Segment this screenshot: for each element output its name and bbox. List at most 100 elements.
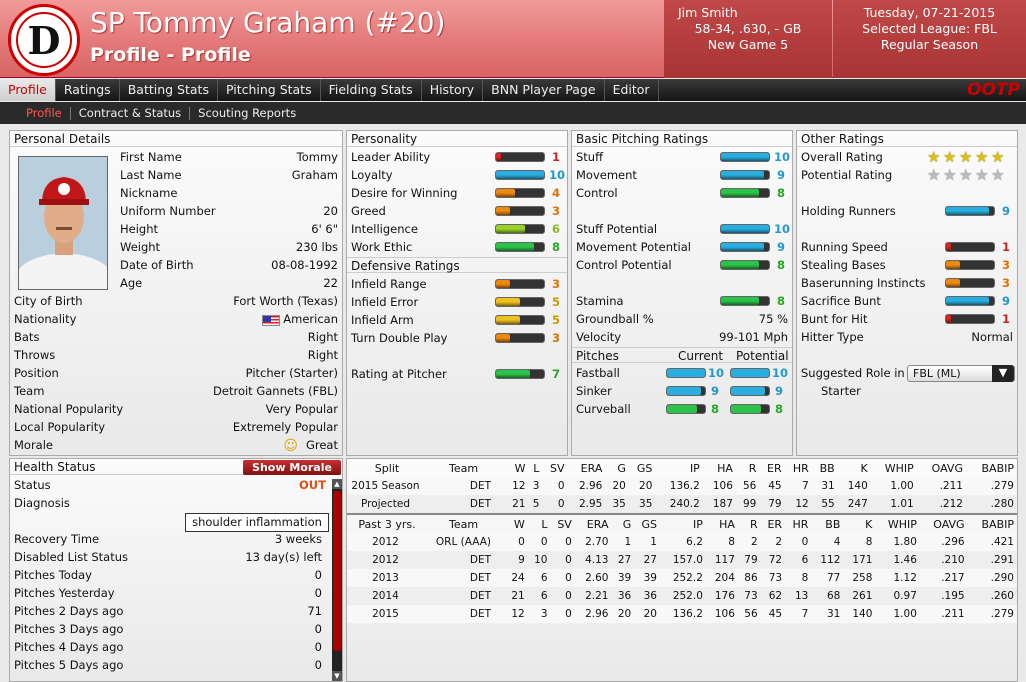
col-header-er[interactable]: ER [767,461,782,475]
table-row[interactable]: 2015 Season DET 12 3 0 2.96 20 20 136.2 106 56 45 7 3… [347,477,1017,495]
subtab-contract-status[interactable]: Contract & Status [71,106,191,120]
col-header-babip[interactable]: BABIP [981,461,1015,475]
field-label: Pitches Yesterday [14,586,115,600]
manager-info[interactable]: Jim Smith 58-34, .630, - GB New Game 5 [664,0,832,78]
show-morale-button[interactable]: Show Morale [243,460,341,475]
col-header[interactable]: Team [449,461,479,475]
sub-tabs: Profile Contract & Status Scouting Repor… [0,102,1026,124]
rating-label: Potential Rating [801,168,893,182]
table-cell: 35 [612,498,626,510]
field-value: Graham [291,168,338,182]
col-header-w[interactable]: W [514,461,526,475]
tab-profile[interactable]: Profile [0,79,56,101]
tab-pitching-stats[interactable]: Pitching Stats [218,79,321,101]
col-header-k[interactable]: K [865,517,873,531]
table-cell: 56 [744,608,758,620]
col-header[interactable]: Team [449,517,479,531]
table-cell: 13 [794,590,809,602]
col-header-oavg[interactable]: OAVG [933,517,965,531]
row-velocity: Velocity 99-101 Mph [572,328,792,346]
row-city-of-birth: City of Birth Fort Worth (Texas) [10,292,342,310]
rating-bar [720,170,770,180]
col-header-bb[interactable]: BB [819,461,835,475]
col-header-hr[interactable]: HR [792,517,809,531]
row-nickname: Nickname [10,184,342,202]
col-header-era[interactable]: ERA [586,517,609,531]
col-header-r[interactable]: R [748,461,757,475]
col-header-era[interactable]: ERA [580,461,603,475]
pitches-title: Pitches [576,349,619,363]
rating-bar [495,297,545,307]
col-header-er[interactable]: ER [767,517,783,531]
table-row[interactable]: 2015 DET 12 3 0 2.96 20 20 136.2 106 56 45 7 31 140 1.0… [347,605,1017,623]
col-header-g[interactable]: G [617,461,626,475]
tab-fielding-stats[interactable]: Fielding Stats [321,79,422,101]
col-header-g[interactable]: G [622,517,632,531]
table-row[interactable]: Projected DET 21 5 0 2.95 35 35 240.2 187 99 79 12 55… [347,495,1017,513]
col-header-ip[interactable]: IP [692,517,703,531]
role-value: Starter [821,384,861,398]
subtab-scouting-reports[interactable]: Scouting Reports [198,105,297,120]
table-cell: 2.60 [585,572,609,584]
col-header-r[interactable]: R [749,517,758,531]
potential-bar [730,386,770,396]
tab-bnn-player-page[interactable]: BNN Player Page [483,79,605,101]
col-header-gs[interactable]: GS [641,517,657,531]
col-header[interactable]: Past 3 yrs. [358,517,416,531]
suggested-role-row: Suggested Role in FBL (ML) ▼ [797,364,1017,382]
rating-value: 8 [776,258,785,272]
col-header-k[interactable]: K [860,461,868,475]
field-label: Local Popularity [14,420,106,434]
table-cell: 4 [833,536,841,548]
col-header[interactable]: Split [374,461,400,475]
table-row[interactable]: 2012 ORL (AAA) 0 0 0 2.70 1 1 6.2 8 2 2 0 4 8 1.80 .296.… [347,533,1017,551]
date-info[interactable]: Tuesday, 07-21-2015 Selected League: FBL… [833,0,1026,78]
col-header-gs[interactable]: GS [636,461,653,475]
col-header-ha[interactable]: HA [717,461,733,475]
star-icon: ★ [991,166,1005,184]
col-header-whip[interactable]: WHIP [884,461,914,475]
rating-row-infield-arm: Infield Arm 5 [347,311,567,329]
col-header-sv[interactable]: SV [557,517,572,531]
col-header-ha[interactable]: HA [719,517,735,531]
col-header-whip[interactable]: WHIP [887,517,917,531]
col-header-bb[interactable]: BB [825,517,841,531]
col-header-sv[interactable]: SV [549,461,565,475]
subtab-profile[interactable]: Profile [18,106,71,120]
rating-bar [720,188,770,198]
selected-league: Selected League: FBL [862,21,997,36]
tab-batting-stats[interactable]: Batting Stats [120,79,218,101]
col-header-ip[interactable]: IP [689,461,700,475]
col-header-l[interactable]: L [541,517,548,531]
col-header-l[interactable]: L [533,461,540,475]
health-scrollbar[interactable]: ▲ ▼ [332,479,342,681]
col-header-babip[interactable]: BABIP [981,517,1015,531]
rating-bar [945,296,995,306]
player-portrait-icon [19,157,107,289]
table-cell: 2.21 [585,590,609,602]
field-label: Pitches 4 Days ago [14,640,124,654]
table-cell: 5 [532,498,540,510]
role-league-select[interactable]: FBL (ML) ▼ [907,365,1015,382]
tab-history[interactable]: History [422,79,484,101]
table-cell: 0 [565,572,572,584]
scroll-up-icon[interactable]: ▲ [332,479,342,489]
scroll-thumb[interactable] [333,491,341,651]
col-header-hr[interactable]: HR [792,461,809,475]
rating-value: 8 [776,186,785,200]
table-row[interactable]: 2012 DET 9 10 0 4.13 27 27 157.0 117 79 72 6 112 171 1.… [347,551,1017,569]
tab-ratings[interactable]: Ratings [56,79,120,101]
table-row[interactable]: 2014 DET 21 6 0 2.21 36 36 252.0 176 73 62 13 68 261 0.… [347,587,1017,605]
field-label: Morale [14,438,54,452]
col-header-oavg[interactable]: OAVG [931,461,963,475]
game-name: New Game 5 [707,37,789,52]
col-header-w[interactable]: W [513,517,525,531]
table-row[interactable]: 2013 DET 24 6 0 2.60 39 39 252.2 204 86 73 8 77 258 1.1… [347,569,1017,587]
row-morale: Morale Great ☺ [10,436,342,454]
scroll-down-icon[interactable]: ▼ [332,671,342,681]
star-icon: ★ [959,148,973,166]
ootp-logo[interactable]: OOTP [967,80,1020,100]
row-pitches-3-days-ago: Pitches 3 Days ago 0 [10,620,342,638]
tab-editor[interactable]: Editor [605,79,659,101]
field-value: Great [305,438,338,452]
